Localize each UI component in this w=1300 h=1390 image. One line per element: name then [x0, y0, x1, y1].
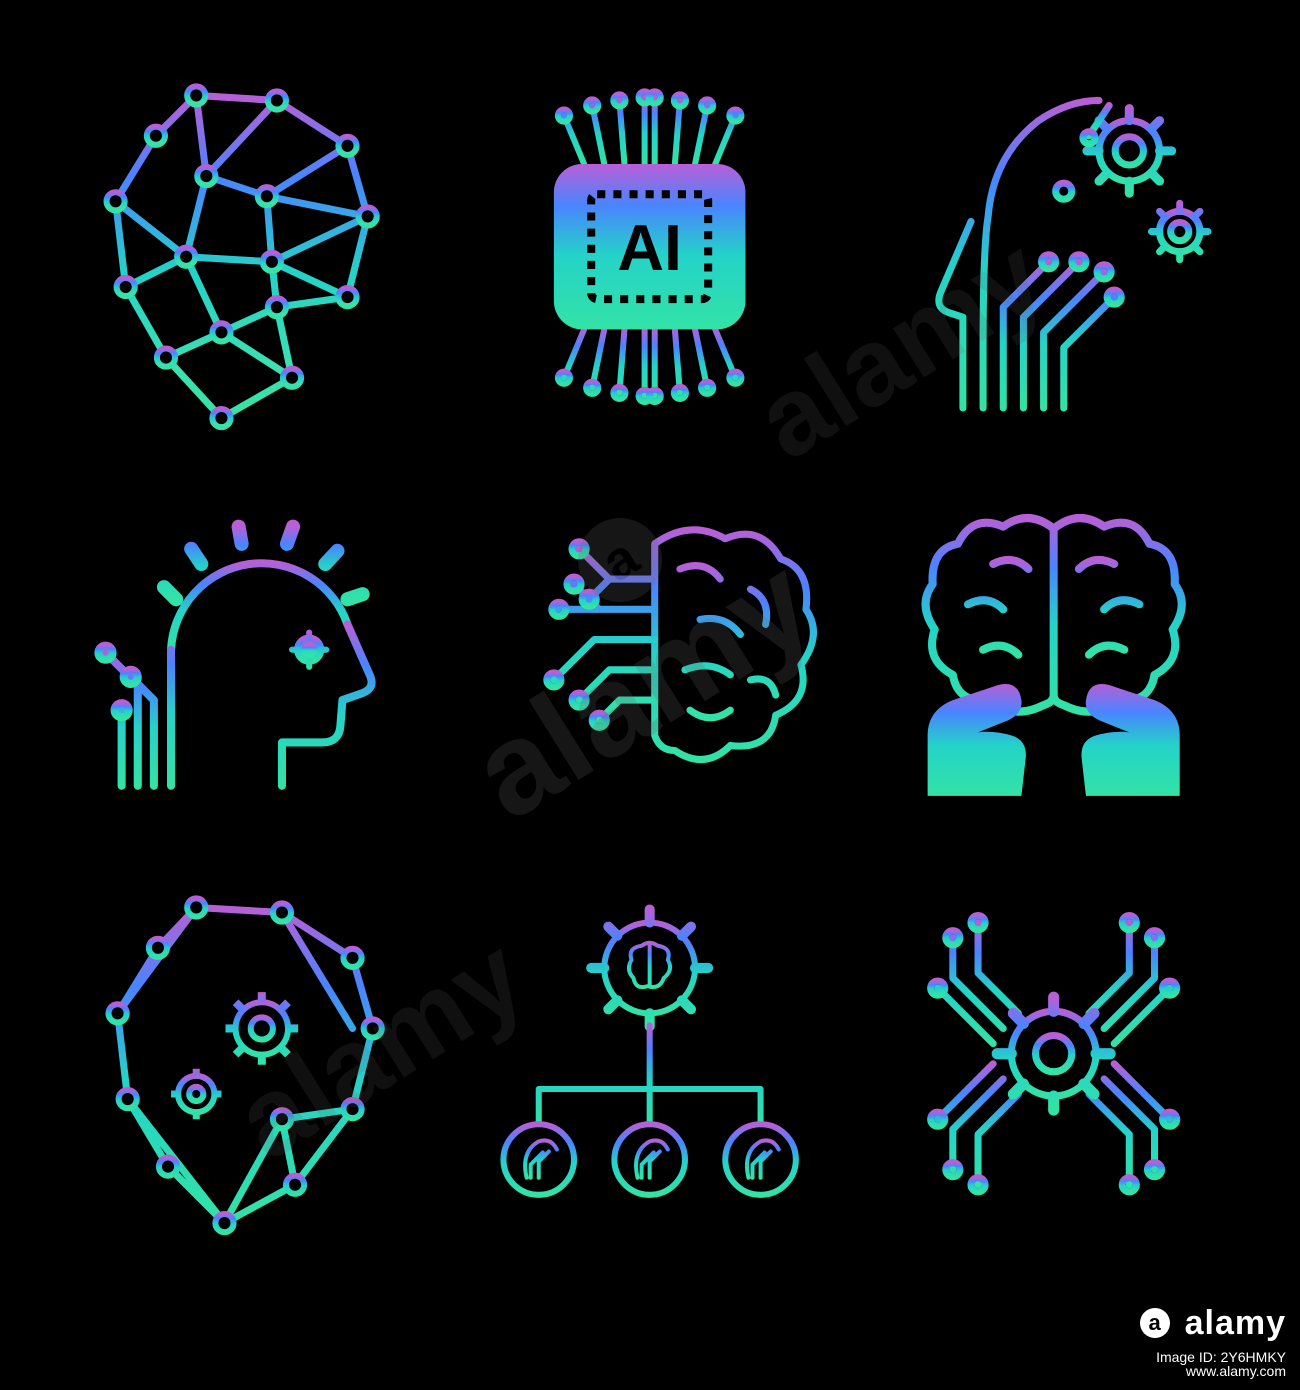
gear-head-icon: [45, 448, 448, 851]
ai-chip-icon: AI: [448, 45, 851, 448]
neural-brain-icon: [45, 45, 448, 448]
watermark-meta: Image ID: 2Y6HMKY www.alamy.com: [1156, 1350, 1286, 1378]
icon-grid: AI: [0, 0, 1300, 1300]
watermark-logo: a alamy: [1140, 1306, 1286, 1340]
head-gears-circuit-icon: [852, 45, 1255, 448]
ai-chip-label: AI: [618, 212, 683, 284]
brain-org-chart-icon: [448, 852, 851, 1255]
gear-circuit-icon: [852, 852, 1255, 1255]
hands-brain-icon: [852, 448, 1255, 851]
circuit-brain-icon: [448, 448, 851, 851]
neural-brain-gears-icon: [45, 852, 448, 1255]
